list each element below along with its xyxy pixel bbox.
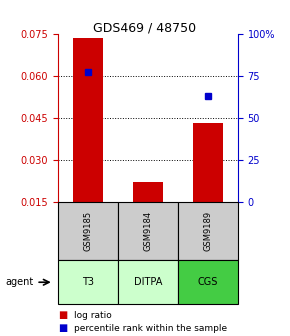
- Text: GSM9189: GSM9189: [203, 211, 212, 251]
- Text: T3: T3: [82, 277, 94, 287]
- Text: GDS469 / 48750: GDS469 / 48750: [93, 22, 197, 35]
- Bar: [193, 123, 223, 202]
- Text: ■: ■: [58, 310, 67, 320]
- Text: CGS: CGS: [198, 277, 218, 287]
- Text: DITPA: DITPA: [134, 277, 162, 287]
- Bar: [73, 38, 103, 202]
- Text: ■: ■: [58, 323, 67, 333]
- Text: percentile rank within the sample: percentile rank within the sample: [74, 324, 227, 333]
- Text: log ratio: log ratio: [74, 311, 112, 320]
- Text: agent: agent: [6, 277, 34, 287]
- Bar: [133, 182, 163, 202]
- Text: GSM9185: GSM9185: [84, 211, 93, 251]
- Text: GSM9184: GSM9184: [143, 211, 153, 251]
